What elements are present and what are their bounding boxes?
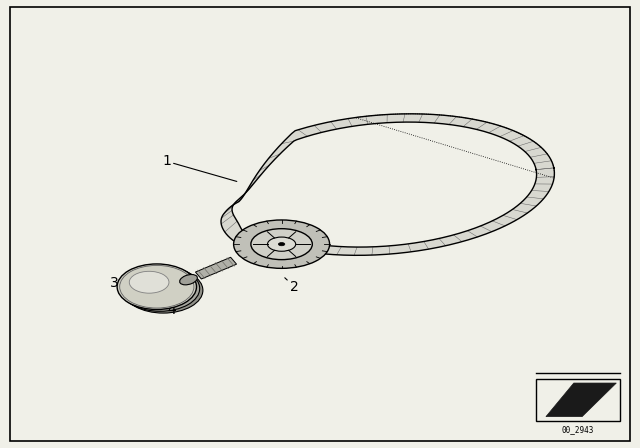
Polygon shape	[546, 383, 616, 417]
Ellipse shape	[251, 228, 312, 260]
Ellipse shape	[180, 275, 197, 285]
Ellipse shape	[234, 220, 330, 268]
Ellipse shape	[124, 267, 203, 313]
Ellipse shape	[120, 266, 200, 311]
Text: 2: 2	[285, 278, 299, 294]
Ellipse shape	[129, 271, 169, 293]
Text: 1: 1	[162, 154, 237, 181]
Ellipse shape	[268, 237, 296, 251]
Ellipse shape	[117, 264, 196, 310]
Ellipse shape	[278, 242, 285, 246]
Polygon shape	[221, 114, 554, 255]
Text: 3: 3	[109, 276, 118, 290]
Text: 00_2943: 00_2943	[562, 425, 594, 434]
Bar	[536, 379, 620, 421]
Text: 4: 4	[167, 303, 176, 317]
Polygon shape	[195, 257, 237, 279]
